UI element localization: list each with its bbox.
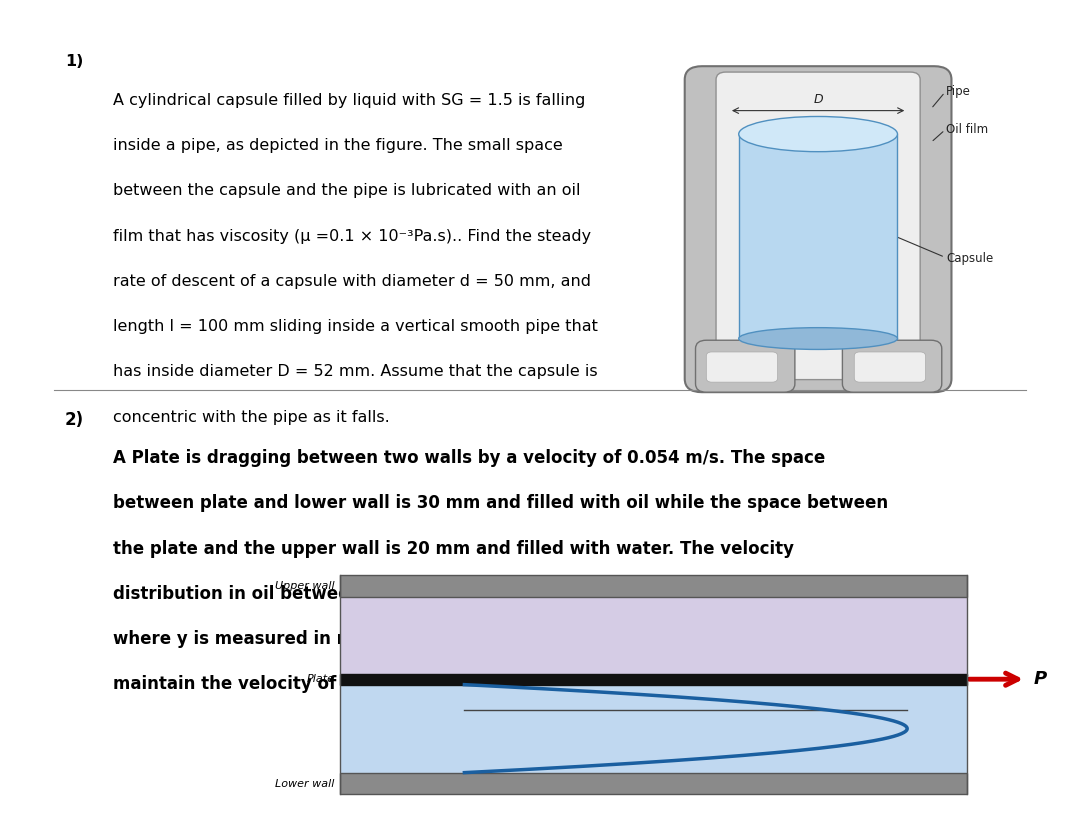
Text: inside a pipe, as depicted in the figure. The small space: inside a pipe, as depicted in the figure… — [113, 138, 563, 153]
Bar — [340, 773, 967, 794]
FancyBboxPatch shape — [854, 352, 926, 382]
Text: where y is measured in m and u in m/s. determine the force p that is required to: where y is measured in m and u in m/s. d… — [113, 630, 869, 648]
FancyBboxPatch shape — [706, 352, 778, 382]
FancyBboxPatch shape — [716, 72, 920, 380]
Text: Water: Water — [903, 628, 945, 642]
Text: film that has viscosity (μ =0.1 × 10⁻³Pa.s).. Find the steady: film that has viscosity (μ =0.1 × 10⁻³Pa… — [113, 229, 592, 244]
Bar — [340, 674, 967, 685]
FancyBboxPatch shape — [685, 66, 951, 392]
Text: Oil film: Oil film — [946, 122, 988, 136]
Text: D: D — [813, 92, 823, 106]
Ellipse shape — [739, 328, 897, 349]
Text: Oil: Oil — [926, 746, 945, 758]
FancyBboxPatch shape — [696, 340, 795, 392]
Text: maintain the velocity of plate when the area of plate is 1 m².: maintain the velocity of plate when the … — [113, 675, 685, 693]
Text: Upper wall: Upper wall — [275, 581, 335, 591]
Text: Capsule: Capsule — [946, 251, 994, 265]
Text: 2): 2) — [65, 411, 84, 428]
Text: ℓ: ℓ — [836, 230, 840, 243]
Text: P: P — [1034, 670, 1047, 688]
Text: concentric with the pipe as it falls.: concentric with the pipe as it falls. — [113, 410, 390, 425]
FancyBboxPatch shape — [842, 340, 942, 392]
Bar — [340, 685, 967, 773]
Text: Pipe: Pipe — [946, 85, 971, 98]
Text: length l = 100 mm sliding inside a vertical smooth pipe that: length l = 100 mm sliding inside a verti… — [113, 319, 598, 334]
Text: 1): 1) — [65, 54, 83, 70]
Text: A Plate is dragging between two walls by a velocity of 0.054 m/s. The space: A Plate is dragging between two walls by… — [113, 449, 825, 467]
Bar — [340, 597, 967, 674]
Text: y: y — [481, 753, 487, 767]
Text: u: u — [725, 697, 733, 710]
Text: rate of descent of a capsule with diameter d = 50 mm, and: rate of descent of a capsule with diamet… — [113, 274, 592, 289]
Text: has inside diameter D = 52 mm. Assume that the capsule is: has inside diameter D = 52 mm. Assume th… — [113, 365, 598, 380]
Text: the plate and the upper wall is 20 mm and filled with water. The velocity: the plate and the upper wall is 20 mm an… — [113, 540, 795, 557]
Text: distribution in oil between plate and lower wall is given by: u = 60(0.06y – y²): distribution in oil between plate and lo… — [113, 585, 848, 603]
Text: D₂: D₂ — [375, 628, 392, 642]
Text: A cylindrical capsule filled by liquid with SG = 1.5 is falling: A cylindrical capsule filled by liquid w… — [113, 93, 585, 108]
Text: Plate: Plate — [307, 675, 335, 684]
Ellipse shape — [739, 116, 897, 152]
Text: between the capsule and the pipe is lubricated with an oil: between the capsule and the pipe is lubr… — [113, 184, 581, 199]
Bar — [340, 575, 967, 597]
Text: between plate and lower wall is 30 mm and filled with oil while the space betwee: between plate and lower wall is 30 mm an… — [113, 494, 889, 512]
Text: d: d — [806, 136, 813, 149]
Bar — [739, 134, 897, 339]
Text: Lower wall: Lower wall — [275, 779, 335, 789]
Text: D₁: D₁ — [375, 722, 392, 736]
